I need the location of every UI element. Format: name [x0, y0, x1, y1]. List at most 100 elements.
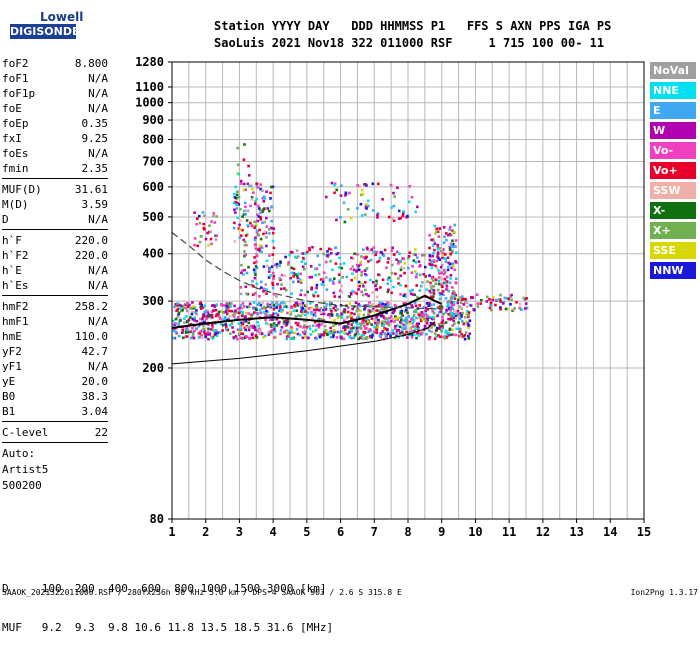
echo-point	[256, 303, 260, 306]
echo-point	[224, 323, 228, 326]
echo-point	[301, 252, 304, 255]
echo-point	[237, 322, 241, 325]
echo-point	[467, 326, 470, 330]
echo-point	[228, 324, 232, 327]
y-tick-label: 200	[142, 361, 164, 375]
echo-point	[452, 301, 456, 304]
echo-point	[283, 302, 286, 305]
echo-point	[356, 267, 360, 270]
echo-point	[205, 317, 208, 321]
echo-point	[354, 301, 358, 305]
echo-point	[414, 304, 418, 308]
echo-point	[367, 204, 370, 208]
echo-point	[299, 272, 302, 276]
echo-point	[269, 197, 272, 200]
echo-point	[415, 272, 419, 276]
echo-point	[301, 312, 304, 315]
echo-point	[386, 278, 390, 281]
echo-point	[447, 334, 450, 337]
echo-point	[406, 311, 409, 315]
echo-point	[386, 332, 390, 335]
echo-point	[365, 336, 368, 339]
echo-point	[264, 334, 267, 338]
echo-point	[410, 336, 414, 339]
echo-point	[377, 273, 380, 276]
footer-file-info: SAAOK_2021322011000.RSF / 280fx256h 50 k…	[2, 588, 402, 597]
echo-point	[288, 253, 291, 257]
param-value: 3.59	[81, 198, 109, 211]
echo-point	[193, 211, 196, 214]
echo-point	[443, 257, 446, 260]
echo-point	[385, 317, 389, 320]
echo-point	[284, 329, 287, 333]
echo-point	[335, 218, 338, 222]
echo-point	[302, 330, 306, 334]
echo-point	[252, 307, 256, 311]
echo-point	[431, 309, 434, 313]
echo-point	[421, 331, 424, 334]
echo-point	[343, 328, 347, 331]
echo-point	[369, 258, 373, 262]
echo-point	[404, 324, 407, 327]
echo-point	[441, 251, 445, 255]
echo-point	[254, 247, 258, 250]
echo-point	[525, 297, 528, 300]
echo-point	[362, 248, 365, 251]
echo-point	[243, 250, 246, 253]
echo-point	[243, 209, 246, 213]
y-tick-label: 1100	[135, 80, 164, 94]
echo-point	[339, 315, 343, 318]
echo-point	[176, 304, 179, 307]
echo-point	[453, 223, 456, 227]
echo-point	[254, 200, 257, 203]
echo-point	[213, 330, 217, 334]
echo-point	[438, 325, 442, 328]
echo-point	[445, 280, 448, 284]
echo-point	[435, 328, 438, 332]
echo-point	[329, 260, 332, 263]
echo-point	[275, 306, 278, 309]
echo-point	[437, 256, 440, 260]
echo-point	[427, 302, 431, 305]
echo-point	[346, 332, 349, 336]
param-name: h`E	[2, 264, 22, 277]
x-tick-label: 1	[168, 525, 175, 539]
echo-point	[259, 329, 262, 332]
echo-point	[466, 310, 469, 313]
echo-point	[397, 260, 401, 263]
echo-point	[442, 226, 446, 229]
echo-point	[355, 292, 359, 295]
legend-item-vo: Vo-	[650, 142, 696, 159]
echo-point	[430, 266, 434, 270]
echo-point	[195, 309, 198, 312]
echo-point	[428, 315, 432, 319]
echo-point	[333, 277, 336, 280]
echo-point	[453, 268, 456, 272]
echo-point	[348, 330, 352, 334]
echo-point	[372, 309, 375, 312]
echo-point	[453, 322, 456, 325]
echo-point	[317, 333, 321, 336]
echo-point	[259, 303, 263, 307]
echo-point	[314, 314, 317, 317]
echo-point	[209, 230, 212, 234]
echo-point	[428, 337, 431, 341]
param-row: B1 3.04	[2, 404, 108, 419]
echo-point	[309, 302, 312, 305]
echo-point	[442, 268, 446, 272]
echo-point	[225, 309, 228, 313]
echo-point	[256, 321, 259, 324]
echo-point	[242, 337, 245, 340]
echo-point	[236, 190, 239, 193]
echo-point	[237, 332, 241, 336]
echo-point	[339, 215, 342, 219]
echo-point	[264, 283, 267, 286]
echo-point	[272, 312, 275, 316]
echo-point	[270, 206, 273, 209]
echo-point	[394, 272, 397, 276]
echo-point	[509, 303, 512, 306]
echo-point	[448, 228, 451, 231]
echo-point	[433, 224, 436, 228]
x-tick-label: 4	[270, 525, 277, 539]
echo-point	[244, 328, 247, 332]
